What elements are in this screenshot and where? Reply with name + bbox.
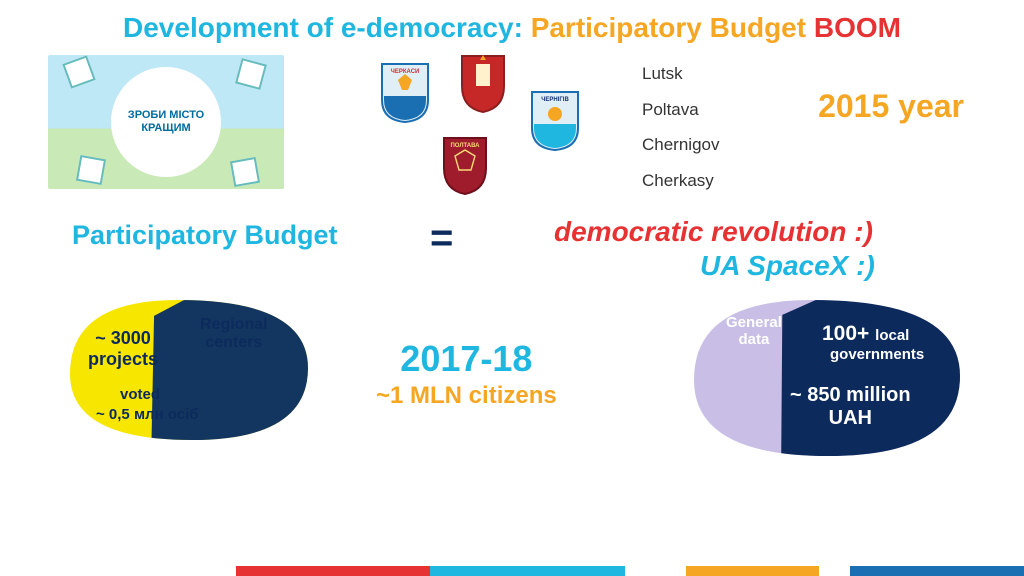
- bottom-bar-segment: [625, 566, 686, 576]
- bottom-bar-segment: [0, 566, 236, 576]
- leaf-right-uah: ~ 850 million UAH: [790, 384, 911, 430]
- equals-sign: =: [430, 216, 453, 261]
- democratic-revolution-label: democratic revolution :): [554, 216, 873, 248]
- title-part-3: BOOM: [814, 12, 901, 43]
- bottom-bar-segment: [686, 566, 819, 576]
- leaf-right-gov: governments: [830, 346, 924, 363]
- crest-cluster: ЧЕРКАСИ ЧЕРНІГІВ ПОЛТАВА: [380, 52, 600, 222]
- bottom-bar-segment: [430, 566, 625, 576]
- leaf-right: General data 100+ local governments ~ 85…: [682, 288, 972, 468]
- bottom-color-bar: [0, 566, 1024, 576]
- one-mln-citizens: ~1 MLN citizens: [376, 382, 557, 410]
- crest-chernigov: ЧЕРНІГІВ: [530, 88, 580, 152]
- promo-image: ЗРОБИ МІСТО КРАЩИМ: [48, 55, 284, 189]
- city-item: Cherkasy: [642, 163, 720, 199]
- leaf-left-regional: Regional centers: [200, 316, 268, 352]
- city-item: Poltava: [642, 92, 720, 128]
- center-years: 2017-18 ~1 MLN citizens: [376, 338, 557, 410]
- leaf-left-projects: ~ 3000 projects: [88, 328, 158, 370]
- promo-circle: ЗРОБИ МІСТО КРАЩИМ: [111, 67, 221, 177]
- bottom-bar-segment: [236, 566, 431, 576]
- bottom-bar-segment: [850, 566, 1024, 576]
- crest-poltava: ПОЛТАВА: [440, 132, 490, 196]
- leaf-right-general: General data: [726, 314, 782, 348]
- year-2015-label: 2015 year: [818, 88, 964, 125]
- ua-spacex-label: UA SpaceX :): [700, 250, 875, 282]
- promo-line-1: ЗРОБИ МІСТО: [128, 109, 204, 122]
- leaf-right-100: 100+ local: [822, 322, 909, 346]
- crest-cherkasy: ЧЕРКАСИ: [380, 60, 430, 124]
- years-2017-18: 2017-18: [376, 338, 557, 380]
- leaf-left-voted: voted: [120, 386, 160, 403]
- city-list: Lutsk Poltava Chernigov Cherkasy: [642, 56, 720, 199]
- leaf-left: ~ 3000 projects Regional centers voted ~…: [60, 290, 320, 450]
- city-item: Lutsk: [642, 56, 720, 92]
- page-title: Development of e-democracy: Participator…: [0, 12, 1024, 44]
- title-part-1: Development of e-democracy:: [123, 12, 523, 43]
- svg-text:ПОЛТАВА: ПОЛТАВА: [450, 143, 480, 149]
- svg-text:ЧЕРНІГІВ: ЧЕРНІГІВ: [541, 97, 569, 103]
- pb-label: Participatory Budget: [72, 220, 338, 251]
- title-part-2: Participatory Budget: [531, 12, 806, 43]
- crest-lutsk: [458, 50, 508, 114]
- promo-line-2: КРАЩИМ: [141, 122, 190, 135]
- leaf-left-voted-n: ~ 0,5 млн осіб: [96, 406, 199, 423]
- city-item: Chernigov: [642, 127, 720, 163]
- bottom-bar-segment: [819, 566, 850, 576]
